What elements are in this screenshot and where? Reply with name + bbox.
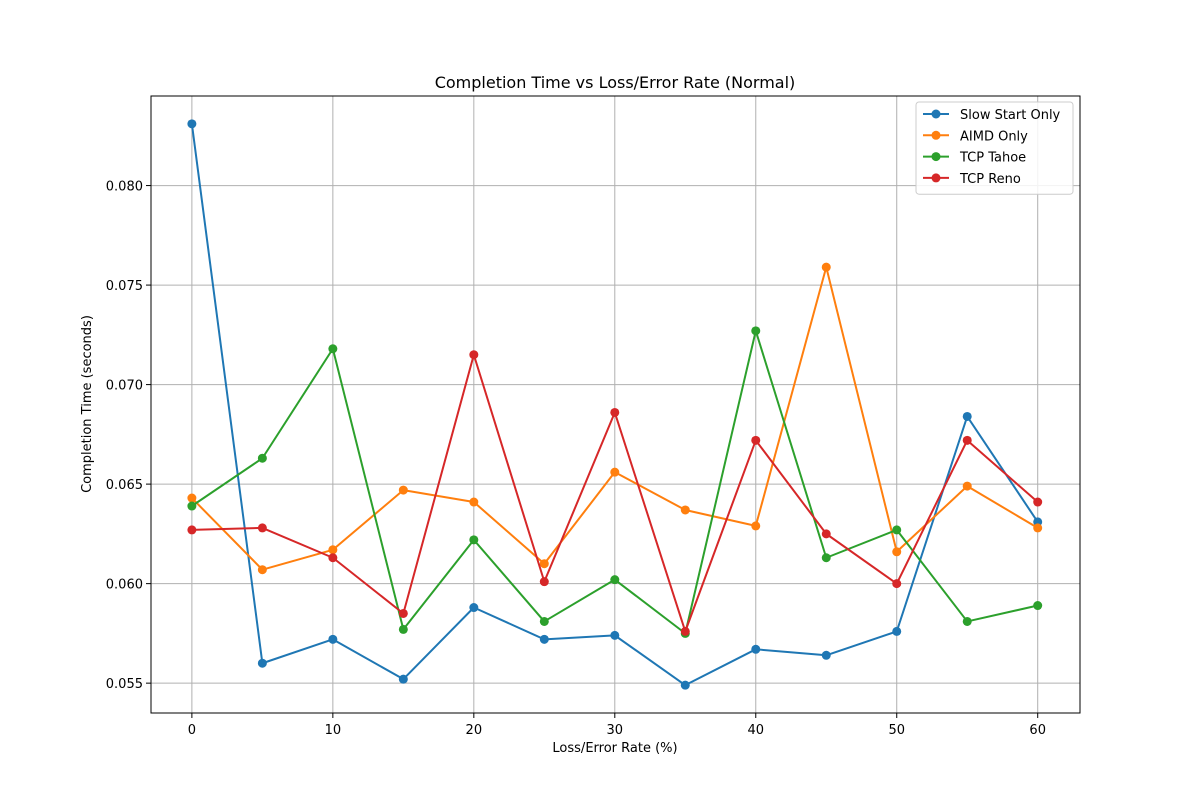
y-tick-label: 0.070 — [106, 379, 143, 394]
data-point — [469, 603, 479, 613]
legend-label: TCP Tahoe — [959, 151, 1026, 166]
legend-item: TCP Reno — [923, 172, 1021, 187]
data-point — [610, 630, 620, 640]
y-tick-label: 0.075 — [106, 279, 143, 294]
y-tick-label: 0.060 — [106, 578, 143, 593]
data-point — [328, 634, 338, 644]
legend-box — [915, 101, 1074, 195]
data-point — [892, 626, 902, 636]
y-axis-label: Completion Time (seconds) — [80, 315, 95, 493]
data-point — [328, 553, 338, 563]
data-point — [680, 505, 690, 515]
chart-title: Completion Time vs Loss/Error Rate (Norm… — [435, 73, 796, 92]
legend-item: AIMD Only — [923, 129, 1028, 144]
data-point — [751, 521, 761, 531]
legend-label: TCP Reno — [959, 172, 1021, 187]
legend-label: Slow Start Only — [960, 108, 1061, 123]
grid — [151, 96, 1080, 713]
legend-item: Slow Start Only — [923, 108, 1061, 123]
plot-area-frame — [150, 95, 1081, 714]
data-point — [469, 350, 479, 360]
data-point — [539, 616, 549, 626]
data-point — [892, 579, 902, 589]
data-point — [821, 553, 831, 563]
data-point — [892, 547, 902, 557]
data-point — [751, 644, 761, 654]
data-point — [610, 575, 620, 585]
data-point — [257, 658, 267, 668]
x-tick-label: 10 — [325, 723, 342, 738]
data-point — [821, 529, 831, 539]
series-lines — [187, 119, 1043, 690]
series-aimd-only — [187, 262, 1043, 575]
data-point — [1033, 497, 1043, 507]
data-point — [892, 525, 902, 535]
x-tick-label: 30 — [607, 723, 624, 738]
data-point — [398, 674, 408, 684]
legend-label: AIMD Only — [960, 129, 1028, 144]
x-tick-label: 50 — [888, 723, 905, 738]
data-point — [257, 523, 267, 533]
data-point — [751, 435, 761, 445]
data-point — [539, 577, 549, 587]
data-point — [610, 407, 620, 417]
data-point — [1033, 601, 1043, 611]
x-axis-label: Loss/Error Rate (%) — [552, 741, 677, 756]
data-point — [257, 565, 267, 575]
x-tick-label: 0 — [188, 723, 196, 738]
data-point — [398, 624, 408, 634]
data-point — [962, 616, 972, 626]
data-point — [680, 626, 690, 636]
legend-marker — [931, 173, 941, 183]
y-tick-label: 0.055 — [106, 677, 143, 692]
series-tcp-reno — [187, 350, 1043, 636]
data-point — [962, 411, 972, 421]
data-point — [539, 634, 549, 644]
data-point — [1033, 523, 1043, 533]
data-point — [680, 680, 690, 690]
legend-marker — [931, 130, 941, 140]
legend: Slow Start Only AIMD Only TCP Tahoe TCP Ren… — [915, 101, 1074, 195]
data-point — [187, 525, 197, 535]
data-point — [398, 608, 408, 618]
data-point — [257, 453, 267, 463]
y-tick-label: 0.080 — [106, 180, 143, 195]
legend-item: TCP Tahoe — [923, 151, 1026, 166]
data-point — [187, 501, 197, 511]
y-tick-label: 0.065 — [106, 478, 143, 493]
legend-marker — [931, 109, 941, 119]
data-point — [539, 559, 549, 569]
data-point — [328, 344, 338, 354]
data-point — [751, 326, 761, 336]
data-point — [821, 650, 831, 660]
x-tick-label: 60 — [1029, 723, 1046, 738]
data-point — [962, 481, 972, 491]
data-point — [187, 119, 197, 129]
data-point — [962, 435, 972, 445]
data-point — [821, 262, 831, 272]
data-point — [398, 485, 408, 495]
data-point — [187, 493, 197, 503]
data-point — [610, 467, 620, 477]
series-slow-start-only — [187, 119, 1043, 690]
data-point — [469, 535, 479, 545]
axis-ticks: 0 10 20 30 40 50 60 0.055 0.060 0.065 0.070 0.075 0.… — [106, 180, 1046, 738]
legend-marker — [931, 152, 941, 162]
data-point — [469, 497, 479, 507]
x-tick-label: 20 — [466, 723, 483, 738]
x-tick-label: 40 — [747, 723, 764, 738]
data-point — [328, 545, 338, 555]
